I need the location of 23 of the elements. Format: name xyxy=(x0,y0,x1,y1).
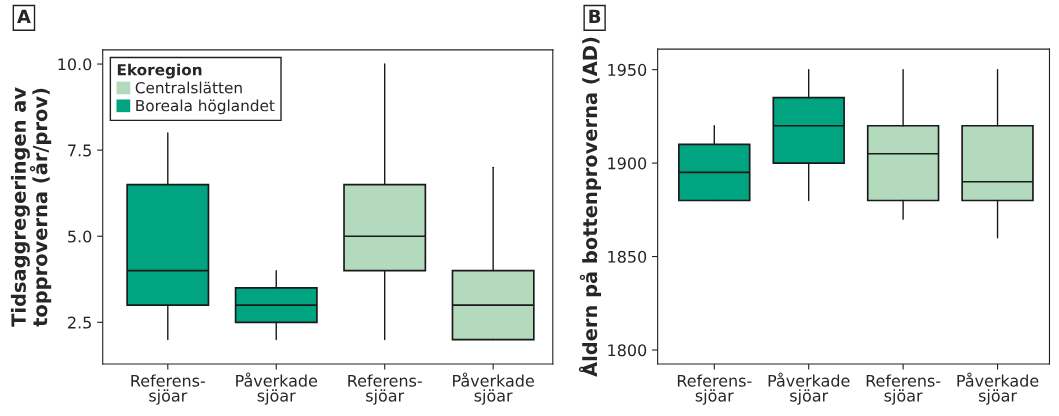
y-tick-label: 2.5 xyxy=(68,316,91,329)
y-tick-label: 5.0 xyxy=(68,230,92,243)
y-tick-label: 1900 xyxy=(608,157,647,170)
x-tick-label: Referens- sjöar xyxy=(866,374,941,405)
chart-title: A xyxy=(17,9,31,23)
y-axis-title: Tidsaggregeringen av topproverna (år/prov) xyxy=(10,87,52,327)
legend-title: Ekoregion xyxy=(117,63,202,79)
legend-label: Centralslätten xyxy=(135,81,242,94)
x-tick-label: Referens- sjöar xyxy=(131,374,205,405)
chart-title: B xyxy=(589,9,601,23)
y-tick-label: 1800 xyxy=(608,344,647,357)
x-tick-label: Påverkade sjöar xyxy=(236,372,318,405)
y-tick-label: 10.0 xyxy=(58,58,92,71)
x-tick-label: Påverkade sjöar xyxy=(453,372,534,405)
y-tick-label: 1950 xyxy=(608,63,647,76)
x-tick-label: Referens- sjöar xyxy=(348,374,422,405)
y-axis-title: Åldern på bottenproverna (AD) xyxy=(578,37,602,377)
y-tick-label: 1850 xyxy=(608,250,647,263)
x-tick-label: Påverkade sjöar xyxy=(768,372,850,405)
x-tick-label: Referens- sjöar xyxy=(677,374,752,405)
x-tick-label: Påverkade sjöar xyxy=(957,372,1039,405)
legend-label: Boreala höglandet xyxy=(136,99,275,115)
y-tick-label: 7.5 xyxy=(68,144,91,157)
